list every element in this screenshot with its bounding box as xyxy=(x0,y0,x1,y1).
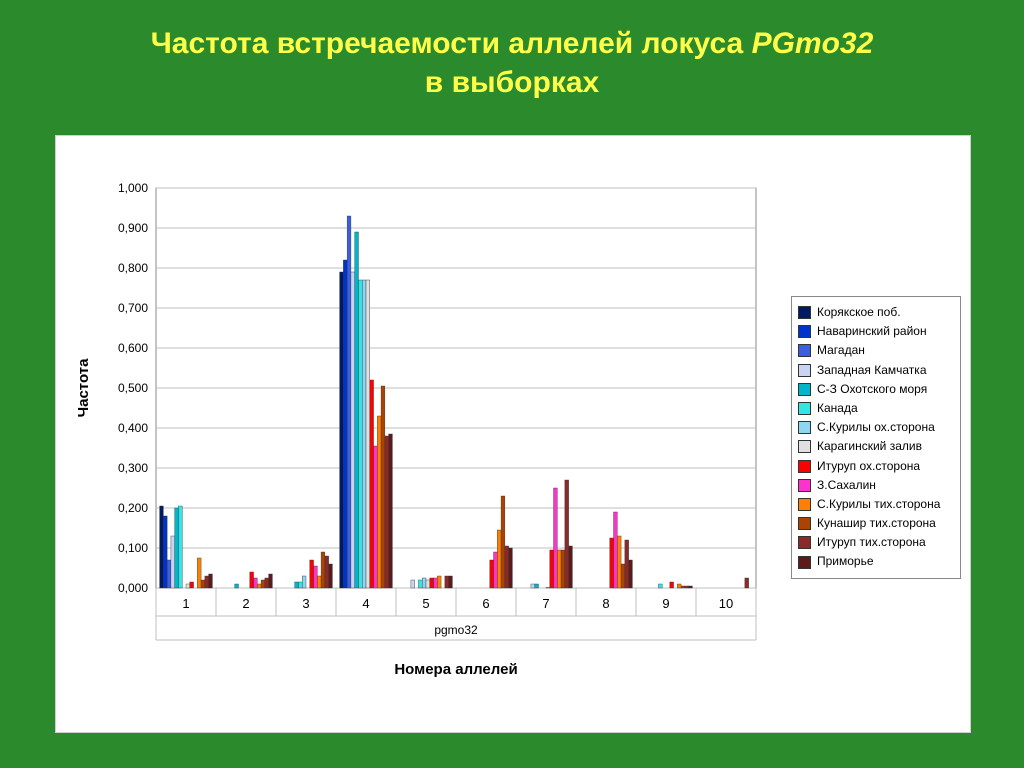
legend-swatch xyxy=(798,344,811,357)
legend-swatch xyxy=(798,498,811,511)
svg-text:8: 8 xyxy=(602,596,609,611)
svg-text:4: 4 xyxy=(362,596,369,611)
legend-item: С.Курилы ох.сторона xyxy=(798,418,954,437)
slide-title: Частота встречаемости аллелей локуса PGm… xyxy=(0,24,1024,102)
legend-item: С.Курилы тих.сторона xyxy=(798,495,954,514)
svg-text:0,900: 0,900 xyxy=(118,221,148,235)
legend-label: С-З Охотского моря xyxy=(817,380,927,399)
legend-swatch xyxy=(798,536,811,549)
legend-label: Наваринский район xyxy=(817,322,927,341)
legend-label: Западная Камчатка xyxy=(817,361,927,380)
legend-label: С.Курилы тих.сторона xyxy=(817,495,940,514)
legend-label: Итуруп тих.сторона xyxy=(817,533,926,552)
legend-item: Итуруп тих.сторона xyxy=(798,533,954,552)
title-text-2: в выборках xyxy=(425,66,599,99)
svg-text:9: 9 xyxy=(662,596,669,611)
legend-item: Магадан xyxy=(798,341,954,360)
legend-label: С.Курилы ох.сторона xyxy=(817,418,935,437)
svg-text:0,800: 0,800 xyxy=(118,261,148,275)
title-locus: PGmo32 xyxy=(752,27,874,60)
legend-item: Наваринский район xyxy=(798,322,954,341)
legend-swatch xyxy=(798,306,811,319)
legend-item: Кунашир тих.сторона xyxy=(798,514,954,533)
svg-text:1,000: 1,000 xyxy=(118,181,148,195)
legend-swatch xyxy=(798,364,811,377)
bar-chart: 0,000 0,100 0,200 0,300 0,400 0,500 0,600 0,700… xyxy=(56,136,786,732)
chart-panel: 0,000 0,100 0,200 0,300 0,400 0,500 0,600 0,700… xyxy=(55,135,971,733)
legend-item: С-З Охотского моря xyxy=(798,380,954,399)
svg-text:Частота: Частота xyxy=(75,358,92,418)
legend-label: Канада xyxy=(817,399,858,418)
legend-swatch xyxy=(798,325,811,338)
legend-item: Итуруп ох.сторона xyxy=(798,457,954,476)
legend-label: Магадан xyxy=(817,341,865,360)
svg-text:7: 7 xyxy=(542,596,549,611)
legend-item: Карагинский залив xyxy=(798,437,954,456)
svg-text:1: 1 xyxy=(182,596,189,611)
title-text-1: Частота встречаемости аллелей локуса xyxy=(151,27,752,60)
svg-text:0,000: 0,000 xyxy=(118,581,148,595)
svg-text:0,600: 0,600 xyxy=(118,341,148,355)
legend-label: Карагинский залив xyxy=(817,437,922,456)
legend-swatch xyxy=(798,383,811,396)
legend: Корякское поб.Наваринский районМагаданЗа… xyxy=(791,296,961,579)
legend-label: Кунашир тих.сторона xyxy=(817,514,936,533)
legend-item: З.Сахалин xyxy=(798,476,954,495)
legend-swatch xyxy=(798,421,811,434)
svg-text:6: 6 xyxy=(482,596,489,611)
legend-item: Западная Камчатка xyxy=(798,361,954,380)
svg-text:0,100: 0,100 xyxy=(118,541,148,555)
svg-text:5: 5 xyxy=(422,596,429,611)
svg-text:pgmo32: pgmo32 xyxy=(434,623,478,637)
legend-swatch xyxy=(798,479,811,492)
legend-item: Корякское поб. xyxy=(798,303,954,322)
svg-text:0,200: 0,200 xyxy=(118,501,148,515)
legend-label: Итуруп ох.сторона xyxy=(817,457,920,476)
legend-swatch xyxy=(798,556,811,569)
legend-label: Приморье xyxy=(817,552,874,571)
svg-text:2: 2 xyxy=(242,596,249,611)
svg-text:0,700: 0,700 xyxy=(118,301,148,315)
svg-text:3: 3 xyxy=(302,596,309,611)
legend-swatch xyxy=(798,460,811,473)
svg-text:0,300: 0,300 xyxy=(118,461,148,475)
svg-text:0,400: 0,400 xyxy=(118,421,148,435)
chart-area: 0,000 0,100 0,200 0,300 0,400 0,500 0,600 0,700… xyxy=(56,136,786,732)
legend-item: Приморье xyxy=(798,552,954,571)
svg-text:10: 10 xyxy=(719,596,733,611)
svg-text:Номера аллелей: Номера аллелей xyxy=(394,661,517,678)
legend-item: Канада xyxy=(798,399,954,418)
legend-label: З.Сахалин xyxy=(817,476,876,495)
legend-swatch xyxy=(798,517,811,530)
legend-swatch xyxy=(798,440,811,453)
legend-label: Корякское поб. xyxy=(817,303,901,322)
legend-swatch xyxy=(798,402,811,415)
svg-text:0,500: 0,500 xyxy=(118,381,148,395)
